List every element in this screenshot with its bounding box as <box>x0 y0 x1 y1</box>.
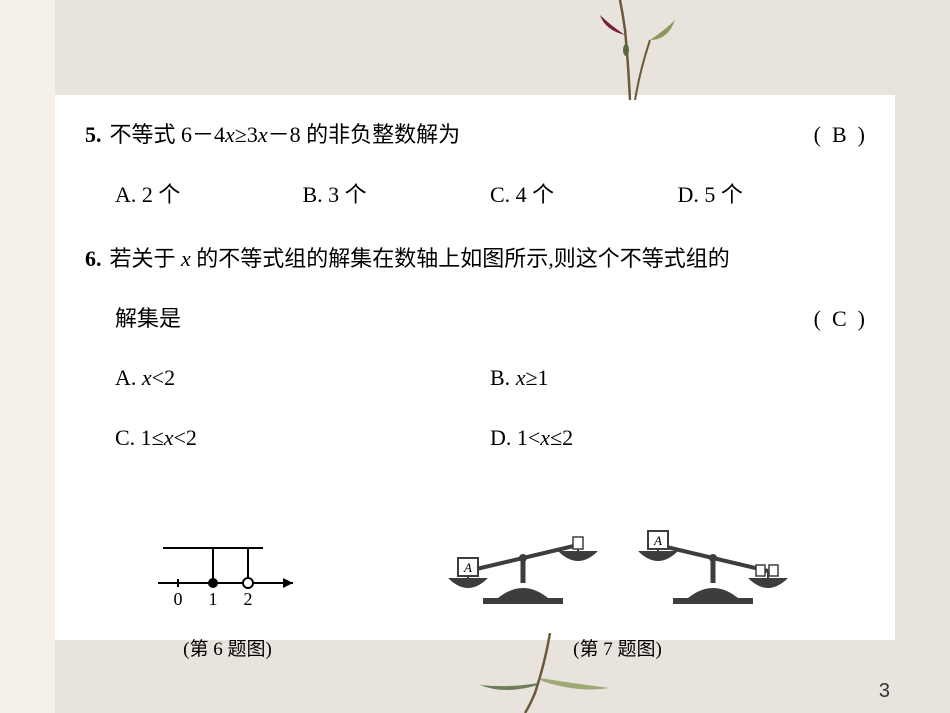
q5-stem-line: 5. 不等式 6－4x≥3x－8 的非负整数解为 ( B ) <box>85 115 865 155</box>
q6-options: A. x<2 B. x≥1 C. 1≤x<2 D. 1<x≤2 <box>85 358 865 477</box>
q5-opt-d: D. 5 个 <box>678 175 866 215</box>
q6-opt-b: B. x≥1 <box>490 358 865 398</box>
number-line-diagram: 0 1 2 <box>143 533 313 613</box>
q5-opt-b: B. 3 个 <box>303 175 491 215</box>
q5-answer-bracket: ( B ) <box>814 115 865 155</box>
svg-text:A: A <box>463 560 472 575</box>
q6-text-line1: 若关于 x 的不等式组的解集在数轴上如图所示,则这个不等式组的 <box>110 239 866 279</box>
left-scale: A <box>448 537 598 604</box>
tick-1: 1 <box>208 589 217 609</box>
plant-branch-top <box>590 0 710 100</box>
q5-answer: B <box>832 122 847 147</box>
q6-answer: C <box>832 306 847 331</box>
paper-edge-left <box>0 0 55 713</box>
fig6-caption: (第 6 题图) <box>143 633 313 667</box>
page-number: 3 <box>879 680 890 703</box>
q6-number: 6. <box>85 239 102 279</box>
q6-stem-line1: 6. 若关于 x 的不等式组的解集在数轴上如图所示,则这个不等式组的 <box>85 239 865 279</box>
tick-0: 0 <box>173 589 182 609</box>
svg-text:A: A <box>653 533 662 548</box>
tick-2: 2 <box>243 589 252 609</box>
q5-number: 5. <box>85 115 102 155</box>
figure-6: 0 1 2 (第 6 题图) <box>143 533 313 668</box>
q6-opt-a: A. x<2 <box>115 358 490 398</box>
q5-text: 不等式 6－4x≥3x－8 的非负整数解为 <box>110 115 814 155</box>
question-6: 6. 若关于 x 的不等式组的解集在数轴上如图所示,则这个不等式组的 解集是 (… <box>85 239 865 477</box>
q5-opt-c: C. 4 个 <box>490 175 678 215</box>
q5-opt-a: A. 2 个 <box>115 175 303 215</box>
q6-answer-bracket: ( C ) <box>814 299 865 339</box>
q6-opt-d: D. 1<x≤2 <box>490 418 865 458</box>
q5-options: A. 2 个 B. 3 个 C. 4 个 D. 5 个 <box>85 175 865 215</box>
content-panel: 5. 不等式 6－4x≥3x－8 的非负整数解为 ( B ) A. 2 个 B.… <box>55 95 895 640</box>
plant-branch-bottom <box>450 633 650 713</box>
q6-opt-c: C. 1≤x<2 <box>115 418 490 458</box>
q6-text-line2: 解集是 <box>115 299 814 339</box>
question-5: 5. 不等式 6－4x≥3x－8 的非负整数解为 ( B ) A. 2 个 B.… <box>85 115 865 214</box>
right-scale: A <box>638 531 788 604</box>
q6-stem-line2: 解集是 ( C ) <box>85 299 865 339</box>
balance-scales-diagram: A <box>428 503 808 613</box>
